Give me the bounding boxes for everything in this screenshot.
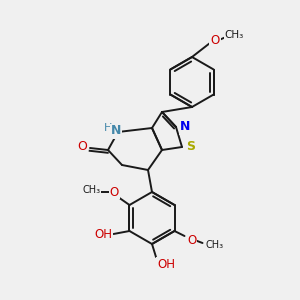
Text: O: O — [210, 34, 220, 46]
Text: O: O — [110, 185, 119, 199]
Text: OH: OH — [94, 229, 112, 242]
Text: H: H — [104, 123, 112, 133]
Text: O: O — [77, 140, 87, 154]
Text: S: S — [187, 140, 196, 154]
Text: CH₃: CH₃ — [82, 185, 100, 195]
Text: CH₃: CH₃ — [224, 30, 244, 40]
Text: N: N — [111, 124, 121, 137]
Text: OH: OH — [157, 257, 175, 271]
Text: N: N — [180, 121, 190, 134]
Text: CH₃: CH₃ — [206, 240, 224, 250]
Text: O: O — [187, 233, 196, 247]
